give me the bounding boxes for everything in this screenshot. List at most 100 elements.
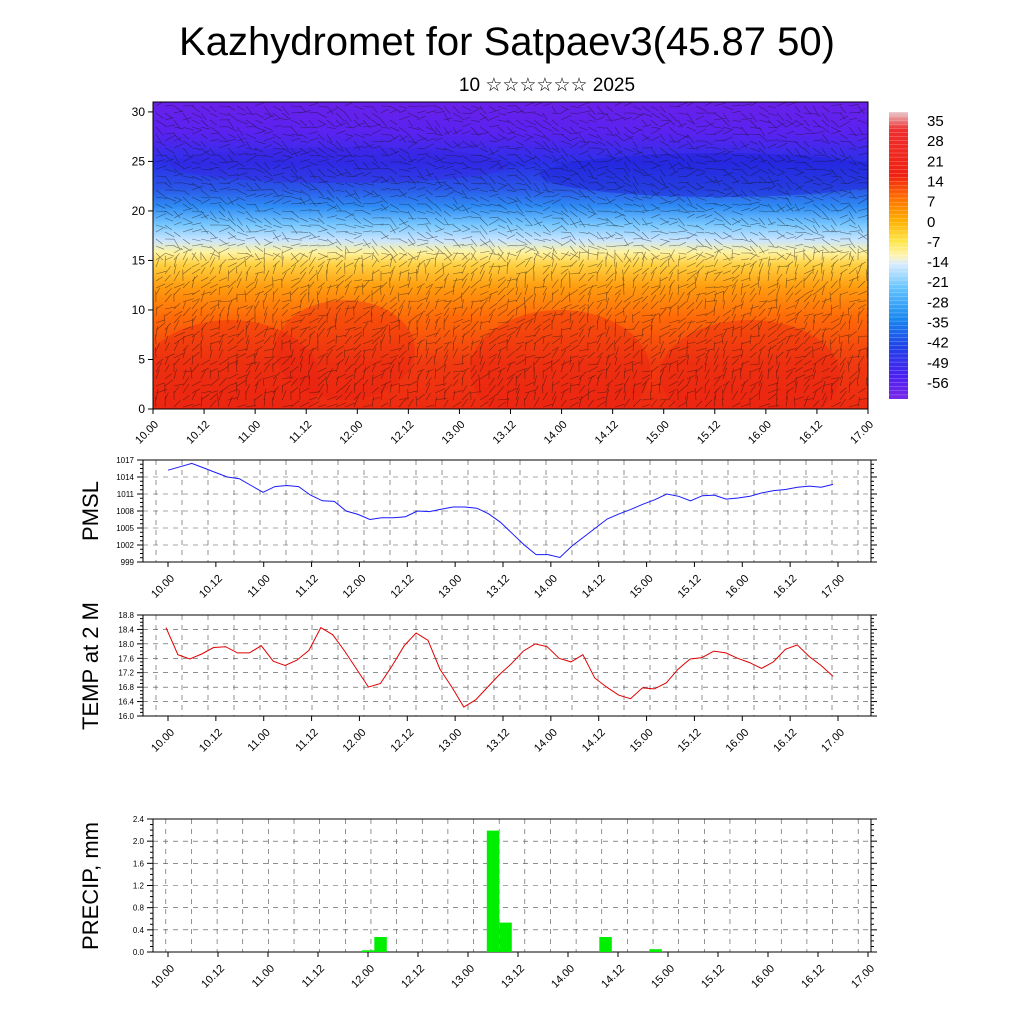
- wind-barb: [371, 112, 382, 120]
- wind-barb: [299, 209, 312, 212]
- wind-barb: [209, 126, 220, 134]
- wind-barb: [704, 102, 713, 107]
- wind-barb: [434, 346, 443, 352]
- wind-barb: [263, 168, 273, 177]
- wind-barb: [533, 313, 537, 324]
- wind-barb: [785, 348, 797, 352]
- wind-barb: [479, 401, 489, 408]
- wind-barb: [740, 263, 751, 268]
- y-tick-label: 2.0: [133, 837, 145, 846]
- wind-barb: [479, 355, 484, 366]
- wind-barb: [218, 182, 231, 184]
- wind-barb: [281, 356, 291, 366]
- wind-barb: [371, 123, 381, 128]
- wind-barb: [434, 137, 443, 142]
- wind-barb: [650, 224, 659, 230]
- wind-barb: [370, 312, 373, 324]
- wind-barb: [281, 366, 290, 373]
- wind-barb: [290, 150, 302, 156]
- wind-barb: [272, 278, 282, 282]
- wind-barb: [299, 217, 309, 223]
- wind-barb: [542, 375, 548, 387]
- wind-barb: [434, 299, 447, 303]
- wind-barb: [245, 189, 257, 191]
- wind-barb: [164, 252, 175, 257]
- wind-barb: [245, 271, 248, 282]
- wind-barb: [281, 231, 289, 243]
- wind-barb: [272, 308, 279, 317]
- precip-bar: [361, 950, 375, 952]
- wind-barb: [803, 161, 813, 169]
- wind-barb: [650, 399, 658, 408]
- wind-barb: [461, 333, 465, 345]
- wind-barb: [713, 102, 726, 107]
- wind-barb: [695, 154, 708, 159]
- wind-barb: [308, 375, 311, 387]
- y-tick-label: 25: [132, 154, 146, 168]
- wind-barb: [452, 203, 462, 212]
- wind-barb: [542, 287, 548, 296]
- wind-barb: [856, 270, 859, 282]
- wind-barb: [299, 344, 310, 352]
- wind-barb: [794, 133, 804, 136]
- wind-barb: [587, 119, 597, 123]
- wind-barb: [452, 284, 455, 296]
- wind-barb: [740, 168, 748, 176]
- wind-barb: [623, 182, 633, 187]
- x-tick-label: 14.12: [593, 419, 621, 447]
- wind-barb: [263, 270, 270, 282]
- wind-barb: [164, 274, 171, 282]
- wind-barb: [272, 217, 282, 225]
- wind-barb: [371, 336, 381, 345]
- wind-barb: [209, 161, 218, 166]
- wind-barb: [767, 143, 777, 149]
- wind-barb: [389, 109, 398, 114]
- wind-barb: [425, 203, 433, 211]
- wind-barb: [182, 358, 191, 366]
- wind-barb: [578, 140, 589, 144]
- wind-barb: [344, 238, 354, 244]
- wind-barb: [407, 271, 409, 282]
- wind-barb: [209, 105, 217, 113]
- wind-barb: [749, 102, 759, 107]
- wind-barb: [209, 245, 220, 254]
- wind-barb: [488, 133, 499, 141]
- wind-barb: [398, 370, 403, 380]
- wind-barb: [524, 247, 534, 254]
- wind-barb: [650, 294, 657, 303]
- wind-barb: [362, 294, 371, 303]
- wind-barb: [632, 126, 643, 131]
- wind-barb: [434, 398, 447, 401]
- wind-barb: [713, 112, 724, 120]
- wind-barb: [217, 300, 220, 310]
- wind-barb: [722, 150, 734, 156]
- wind-barb: [425, 126, 437, 132]
- wind-barb: [335, 223, 346, 226]
- wind-barb: [722, 309, 732, 317]
- wind-barb: [785, 196, 792, 206]
- wind-barb: [506, 228, 518, 233]
- wind-barb: [740, 140, 747, 149]
- wind-barb: [605, 279, 614, 289]
- wind-barb: [632, 244, 644, 247]
- wind-barb: [209, 189, 219, 193]
- wind-barb: [614, 185, 625, 191]
- wind-barb: [785, 367, 796, 373]
- wind-barb: [281, 390, 287, 401]
- wind-barb: [731, 357, 740, 366]
- wind-barb: [857, 300, 867, 303]
- wind-barb: [731, 284, 736, 296]
- wind-barb: [641, 267, 649, 275]
- wind-barb: [524, 196, 533, 203]
- wind-barb: [191, 318, 194, 331]
- wind-barb: [200, 133, 208, 140]
- wind-barb: [164, 245, 175, 247]
- wind-barb: [560, 115, 571, 121]
- wind-barb: [821, 182, 833, 186]
- wind-barb: [218, 386, 229, 394]
- wind-barb: [758, 147, 766, 155]
- x-tick-label: 16.00: [723, 727, 751, 755]
- wind-barb: [209, 342, 212, 352]
- wind-barb: [560, 349, 567, 359]
- wind-barb: [344, 262, 354, 268]
